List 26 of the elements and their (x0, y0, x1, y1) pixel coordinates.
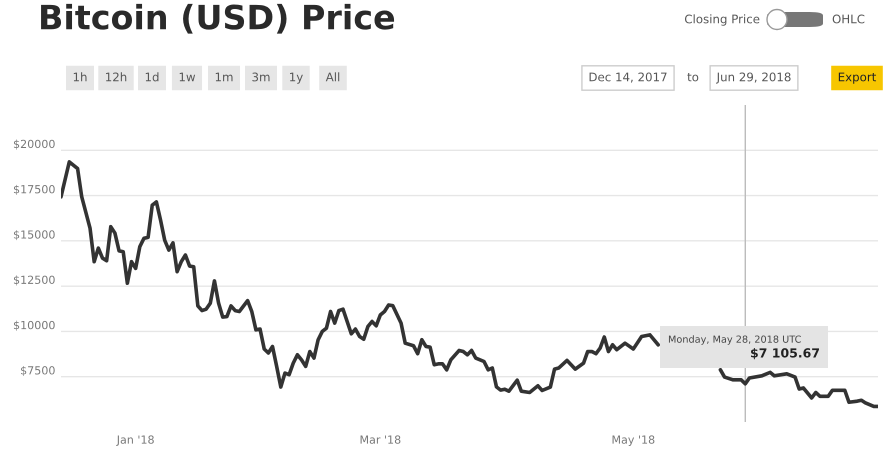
y-tick-label: $20000 (14, 140, 55, 150)
text: Dec 14, 2017 (590, 72, 667, 83)
text: Jun 29, 2018 (716, 72, 791, 84)
text: 1y (290, 72, 303, 84)
text: 1w (180, 72, 196, 82)
text: Export (838, 72, 876, 84)
y-tick-label: $12500 (14, 275, 55, 286)
text: 1h (74, 72, 86, 82)
x-tick-label: May '18 (612, 435, 654, 446)
x-tick-label: Jan '18 (116, 435, 154, 446)
y-tick-label: $7500 (21, 366, 55, 376)
text: Closing Price (684, 14, 760, 26)
text: OHLC (832, 14, 864, 24)
text: to (687, 72, 698, 82)
chart-title: Bitcoin (USD) Price (41, 4, 394, 34)
annotation: Monday, May 28, 2018 UTC (668, 335, 801, 345)
annotation: $7 105.67 (750, 348, 820, 360)
text: All (326, 72, 340, 82)
y-tick-label: $17500 (14, 184, 55, 195)
text: 1d (146, 72, 158, 82)
y-tick-label: $15000 (14, 230, 55, 240)
text: 1m (216, 72, 233, 82)
y-tick-label: $10000 (14, 320, 55, 331)
x-tick-label: Mar '18 (360, 435, 400, 444)
text: 3m (252, 72, 270, 82)
text: 12h (106, 72, 126, 82)
